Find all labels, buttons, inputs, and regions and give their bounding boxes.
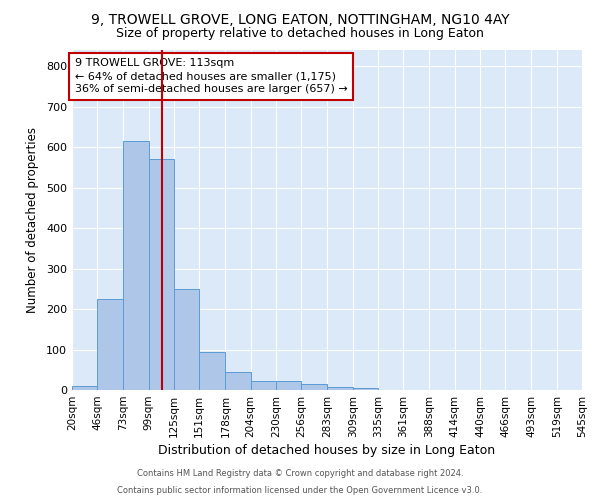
Bar [301,384,328,390]
Bar [199,352,226,390]
Bar [353,388,378,390]
Bar [149,160,174,390]
Bar [276,381,301,390]
Bar [97,299,124,390]
Bar [124,141,149,390]
Bar [72,386,97,390]
Text: 9 TROWELL GROVE: 113sqm
← 64% of detached houses are smaller (1,175)
36% of semi: 9 TROWELL GROVE: 113sqm ← 64% of detache… [75,58,347,94]
Bar [174,289,199,390]
X-axis label: Distribution of detached houses by size in Long Eaton: Distribution of detached houses by size … [158,444,496,457]
Text: Size of property relative to detached houses in Long Eaton: Size of property relative to detached ho… [116,28,484,40]
Bar [251,381,276,390]
Y-axis label: Number of detached properties: Number of detached properties [26,127,39,313]
Bar [328,387,353,390]
Text: 9, TROWELL GROVE, LONG EATON, NOTTINGHAM, NG10 4AY: 9, TROWELL GROVE, LONG EATON, NOTTINGHAM… [91,12,509,26]
Text: Contains public sector information licensed under the Open Government Licence v3: Contains public sector information licen… [118,486,482,495]
Bar [226,372,251,390]
Text: Contains HM Land Registry data © Crown copyright and database right 2024.: Contains HM Land Registry data © Crown c… [137,468,463,477]
